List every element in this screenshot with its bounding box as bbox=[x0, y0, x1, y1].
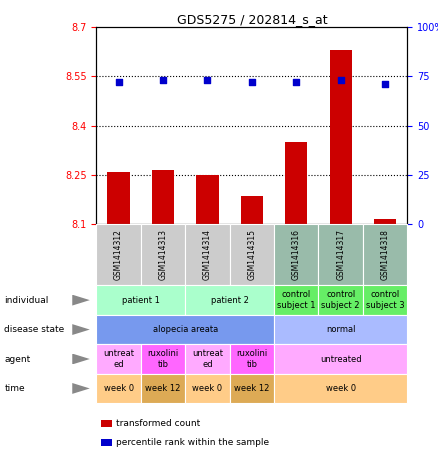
Text: agent: agent bbox=[4, 355, 31, 363]
Text: GSM1414314: GSM1414314 bbox=[203, 229, 212, 280]
Polygon shape bbox=[72, 294, 90, 305]
Bar bbox=[374, 219, 396, 224]
Polygon shape bbox=[72, 354, 90, 364]
Text: week 0: week 0 bbox=[192, 384, 223, 393]
Text: individual: individual bbox=[4, 296, 49, 304]
Text: normal: normal bbox=[326, 325, 356, 334]
Text: GSM1414316: GSM1414316 bbox=[292, 229, 301, 280]
Point bbox=[159, 77, 166, 84]
Bar bbox=[152, 170, 174, 224]
Text: ruxolini
tib: ruxolini tib bbox=[236, 349, 268, 369]
Text: ruxolini
tib: ruxolini tib bbox=[147, 349, 179, 369]
Text: time: time bbox=[4, 384, 25, 393]
Bar bbox=[196, 175, 219, 224]
Point bbox=[293, 79, 300, 86]
Text: GSM1414313: GSM1414313 bbox=[159, 229, 167, 280]
Text: alopecia areata: alopecia areata bbox=[152, 325, 218, 334]
Point bbox=[115, 79, 122, 86]
Point bbox=[381, 81, 389, 88]
Text: GSM1414317: GSM1414317 bbox=[336, 229, 345, 280]
Text: control
subject 1: control subject 1 bbox=[277, 290, 315, 310]
Text: week 0: week 0 bbox=[103, 384, 134, 393]
Text: control
subject 2: control subject 2 bbox=[321, 290, 360, 310]
Text: transformed count: transformed count bbox=[116, 419, 200, 428]
Text: percentile rank within the sample: percentile rank within the sample bbox=[116, 438, 269, 447]
Text: GSM1414312: GSM1414312 bbox=[114, 229, 123, 280]
Text: untreated: untreated bbox=[320, 355, 361, 363]
Text: untreat
ed: untreat ed bbox=[103, 349, 134, 369]
Bar bbox=[241, 196, 263, 224]
Text: disease state: disease state bbox=[4, 325, 65, 334]
Text: week 12: week 12 bbox=[145, 384, 181, 393]
Text: patient 1: patient 1 bbox=[122, 296, 160, 304]
Bar bbox=[285, 142, 307, 224]
Polygon shape bbox=[72, 383, 90, 394]
Polygon shape bbox=[72, 324, 90, 335]
Text: GSM1414315: GSM1414315 bbox=[247, 229, 256, 280]
Bar bbox=[107, 172, 130, 224]
Point bbox=[248, 79, 255, 86]
Text: GSM1414318: GSM1414318 bbox=[381, 229, 390, 280]
Text: patient 2: patient 2 bbox=[211, 296, 249, 304]
Text: week 12: week 12 bbox=[234, 384, 269, 393]
Title: GDS5275 / 202814_s_at: GDS5275 / 202814_s_at bbox=[177, 13, 327, 26]
Text: week 0: week 0 bbox=[325, 384, 356, 393]
Point bbox=[337, 77, 344, 84]
Bar bbox=[329, 50, 352, 224]
Text: untreat
ed: untreat ed bbox=[192, 349, 223, 369]
Point bbox=[204, 77, 211, 84]
Text: control
subject 3: control subject 3 bbox=[366, 290, 404, 310]
